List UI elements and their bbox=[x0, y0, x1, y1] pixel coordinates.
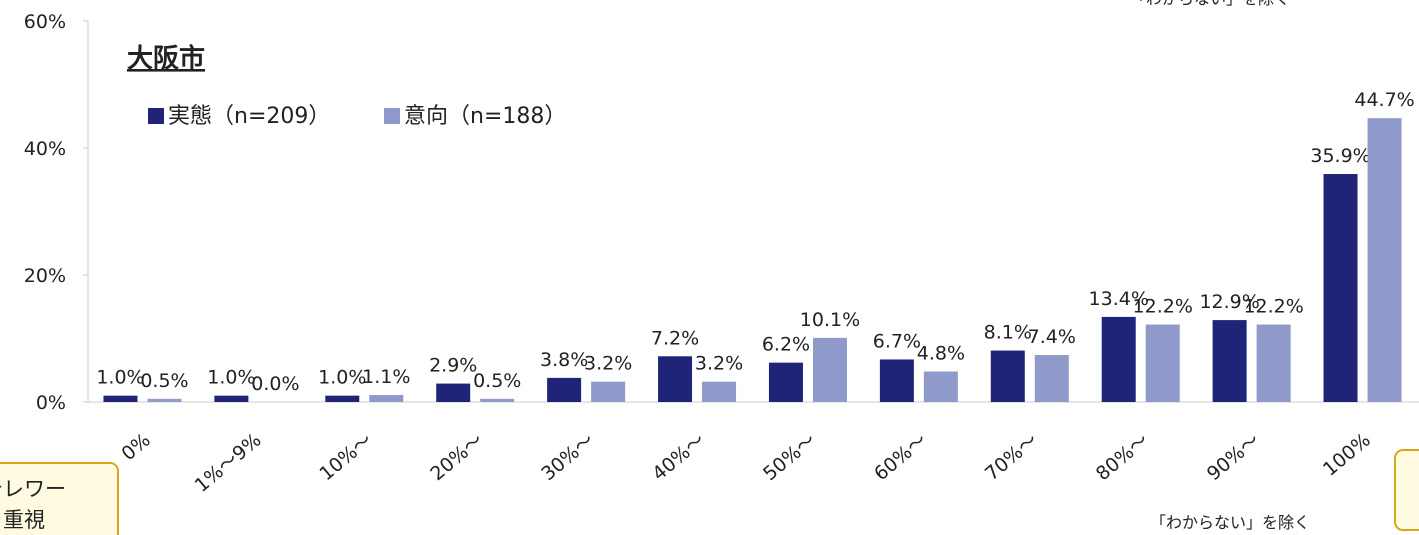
value-label: 6.2% bbox=[762, 334, 810, 356]
bar bbox=[147, 398, 182, 402]
value-label: 44.7% bbox=[1354, 89, 1414, 111]
value-label: 1.1% bbox=[362, 366, 410, 388]
side-box bbox=[0, 462, 119, 535]
value-label: 12.2% bbox=[1133, 296, 1193, 318]
y-tick-label: 40% bbox=[24, 138, 66, 160]
bar bbox=[879, 359, 914, 402]
y-tick-label: 20% bbox=[24, 265, 66, 287]
bar bbox=[812, 337, 847, 402]
bar bbox=[1101, 316, 1136, 402]
bar bbox=[480, 398, 515, 402]
side-box-text: ク重視 bbox=[0, 508, 45, 532]
value-label: 12.2% bbox=[1243, 296, 1303, 318]
x-tick-label: 50%～ bbox=[759, 429, 820, 485]
value-label: 0.5% bbox=[473, 370, 521, 392]
x-tick-label: 70%～ bbox=[981, 429, 1042, 485]
x-tick-label: 1%～9% bbox=[191, 429, 266, 497]
x-tick-label: 10%～ bbox=[315, 429, 376, 485]
bar bbox=[1367, 118, 1402, 402]
bar bbox=[103, 395, 138, 402]
value-label: 1.0% bbox=[207, 367, 255, 389]
bar bbox=[436, 383, 471, 402]
x-tick-label: 80%～ bbox=[1092, 429, 1153, 485]
value-label: 8.1% bbox=[984, 322, 1032, 344]
side-box-text: テレワー bbox=[0, 477, 66, 501]
side-box bbox=[1394, 449, 1419, 531]
value-label: 12.9% bbox=[1199, 291, 1259, 313]
value-label: 2.9% bbox=[429, 355, 477, 377]
value-label: 10.1% bbox=[800, 309, 860, 331]
value-label: 0.5% bbox=[140, 370, 188, 392]
x-tick-label: 30%～ bbox=[537, 429, 598, 485]
bar bbox=[1034, 355, 1069, 402]
bar bbox=[591, 381, 626, 402]
bar bbox=[1256, 324, 1291, 402]
bar bbox=[658, 356, 693, 402]
bar bbox=[702, 381, 737, 402]
value-label: 13.4% bbox=[1089, 288, 1149, 310]
value-label: 7.2% bbox=[651, 327, 699, 349]
bar bbox=[325, 395, 360, 402]
bar bbox=[990, 350, 1025, 402]
legend-swatch bbox=[148, 108, 164, 124]
value-label: 1.0% bbox=[96, 367, 144, 389]
x-tick-label: 0% bbox=[117, 429, 154, 465]
bar bbox=[214, 395, 249, 402]
chart-title: 大阪市 bbox=[127, 43, 205, 74]
bar bbox=[923, 371, 958, 402]
bar bbox=[547, 377, 582, 402]
value-label: 6.7% bbox=[873, 330, 921, 352]
note: 「わからない」を除く bbox=[1130, 0, 1290, 8]
y-tick-label: 60% bbox=[24, 11, 66, 33]
value-label: 4.8% bbox=[917, 343, 965, 365]
value-label: 35.9% bbox=[1310, 145, 1370, 167]
bar bbox=[1323, 174, 1358, 402]
legend-swatch bbox=[384, 108, 400, 124]
x-tick-label: 90%～ bbox=[1203, 429, 1264, 485]
note: 「わからない」を除く bbox=[1150, 513, 1310, 532]
value-label: 3.2% bbox=[695, 353, 743, 375]
x-tick-label: 40%～ bbox=[648, 429, 709, 485]
y-tick-label: 0% bbox=[36, 392, 66, 414]
value-label: 7.4% bbox=[1028, 326, 1076, 348]
value-label: 0.0% bbox=[251, 373, 299, 395]
x-tick-label: 100% bbox=[1319, 429, 1375, 481]
value-label: 3.8% bbox=[540, 349, 588, 371]
value-label: 3.2% bbox=[584, 353, 632, 375]
bar bbox=[1212, 320, 1247, 402]
bar bbox=[768, 362, 803, 402]
legend-label: 意向（n=188） bbox=[404, 104, 566, 129]
bar bbox=[1145, 324, 1180, 402]
x-tick-label: 60%～ bbox=[870, 429, 931, 485]
legend-label: 実態（n=209） bbox=[168, 104, 330, 129]
x-tick-label: 20%～ bbox=[426, 429, 487, 485]
value-label: 1.0% bbox=[318, 367, 366, 389]
bar bbox=[369, 395, 404, 402]
